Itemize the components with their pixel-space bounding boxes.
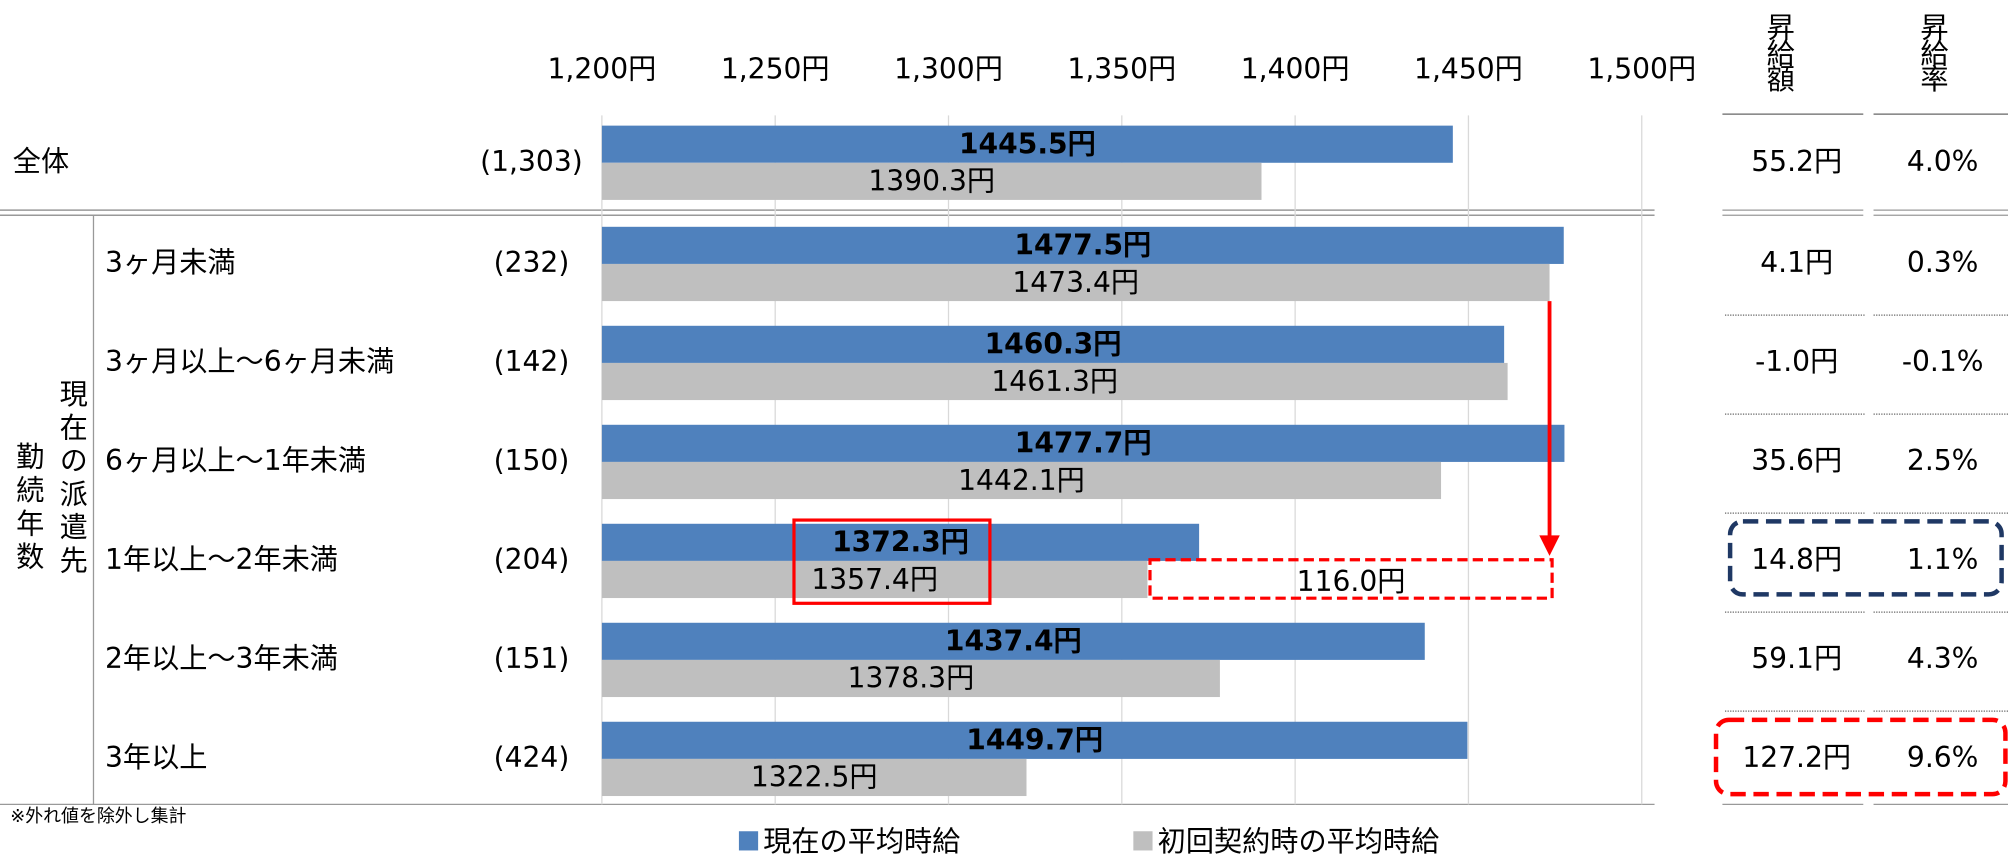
legend-swatch [738, 831, 759, 851]
group-label: 勤続年数 [12, 442, 45, 575]
value-label: 1442.1円 [958, 464, 1085, 497]
legend-label: 現在の平均時給 [763, 825, 960, 857]
bar [601, 721, 1468, 759]
raise_rate-value: 0.3% [1907, 246, 1979, 279]
value-label: 1372.3円 [832, 526, 969, 559]
bar [601, 461, 1442, 500]
value-label: 1378.3円 [848, 662, 975, 695]
highlight-box [1727, 519, 2004, 597]
x-tick-label: 1,450円 [1414, 53, 1523, 86]
highlight-box [1713, 717, 2008, 797]
legend-swatch [1133, 831, 1153, 851]
category-label: 1年以上～2年未満 [105, 543, 338, 576]
x-tick-label: 1,250円 [721, 53, 830, 86]
count-label: (1,303) [480, 145, 583, 178]
raise_rate-value: -0.1% [1902, 345, 1984, 378]
count-label: (204) [494, 543, 570, 576]
raise_amount-value: -1.0円 [1755, 345, 1838, 378]
x-tick-label: 1,350円 [1067, 53, 1176, 86]
value-label: 1477.7円 [1015, 427, 1152, 460]
value-label: 1461.3円 [991, 365, 1118, 398]
value-label: 1460.3円 [985, 328, 1122, 361]
value-label: 1390.3円 [868, 165, 995, 198]
raise_amount-value: 14.8円 [1751, 543, 1842, 576]
value-label: 1322.5円 [751, 761, 878, 794]
bar [601, 162, 1262, 200]
count-label: (142) [494, 345, 570, 378]
raise_amount-value: 59.1円 [1751, 642, 1842, 675]
bar [601, 325, 1505, 363]
bar [601, 560, 1148, 599]
bar [601, 125, 1453, 163]
bar [601, 758, 1027, 797]
bar [601, 362, 1508, 401]
raise_amount-value: 4.1円 [1760, 246, 1833, 279]
category-label: 3ヶ月以上～6ヶ月未満 [105, 345, 394, 378]
value-label: 1477.5円 [1014, 229, 1151, 262]
value-label: 1357.4円 [811, 563, 938, 596]
count-label: (424) [494, 741, 570, 774]
bar [601, 659, 1220, 698]
raise_rate-value: 9.6% [1907, 741, 1979, 774]
annotation: 116.0円 [1297, 565, 1406, 598]
x-tick-label: 1,400円 [1241, 53, 1350, 86]
bar [601, 226, 1564, 264]
count-label: (151) [494, 642, 570, 675]
value-label: 1473.4円 [1012, 266, 1139, 299]
value-label: 1449.7円 [966, 724, 1103, 757]
arrow-head [1539, 535, 1560, 556]
bar [601, 622, 1425, 660]
raise_rate-header: 昇給率 [1916, 13, 1949, 92]
raise_rate-value: 2.5% [1907, 444, 1979, 477]
highlight-box [792, 518, 992, 605]
x-tick-label: 1,300円 [894, 53, 1003, 86]
group-label: 現在の派遣先 [55, 379, 88, 579]
bar [601, 523, 1200, 561]
x-tick-label: 1,500円 [1587, 53, 1696, 86]
raise_rate-value: 1.1% [1907, 543, 1979, 576]
bar [601, 263, 1550, 302]
category-label: 2年以上～3年未満 [105, 642, 338, 675]
raise_amount-value: 127.2円 [1742, 741, 1851, 774]
legend-label: 初回契約時の平均時給 [1158, 825, 1440, 857]
raise_rate-value: 4.3% [1907, 642, 1979, 675]
footnote: ※外れ値を除外し集計 [10, 806, 186, 827]
raise_amount-header: 昇給額 [1762, 13, 1795, 92]
raise_amount-value: 35.6円 [1751, 444, 1842, 477]
count-label: (150) [494, 444, 570, 477]
x-tick-label: 1,200円 [548, 53, 657, 86]
category-label: 3年以上 [105, 741, 207, 774]
value-label: 1445.5円 [959, 127, 1096, 160]
annotation-box [1148, 558, 1554, 600]
value-label: 1437.4円 [945, 625, 1082, 658]
category-label: 全体 [13, 145, 69, 178]
bar [601, 424, 1565, 462]
category-label: 3ヶ月未満 [105, 246, 236, 279]
raise_amount-value: 55.2円 [1751, 145, 1842, 178]
count-label: (232) [494, 246, 570, 279]
category-label: 6ヶ月以上～1年未満 [105, 444, 366, 477]
raise_rate-value: 4.0% [1907, 145, 1979, 178]
